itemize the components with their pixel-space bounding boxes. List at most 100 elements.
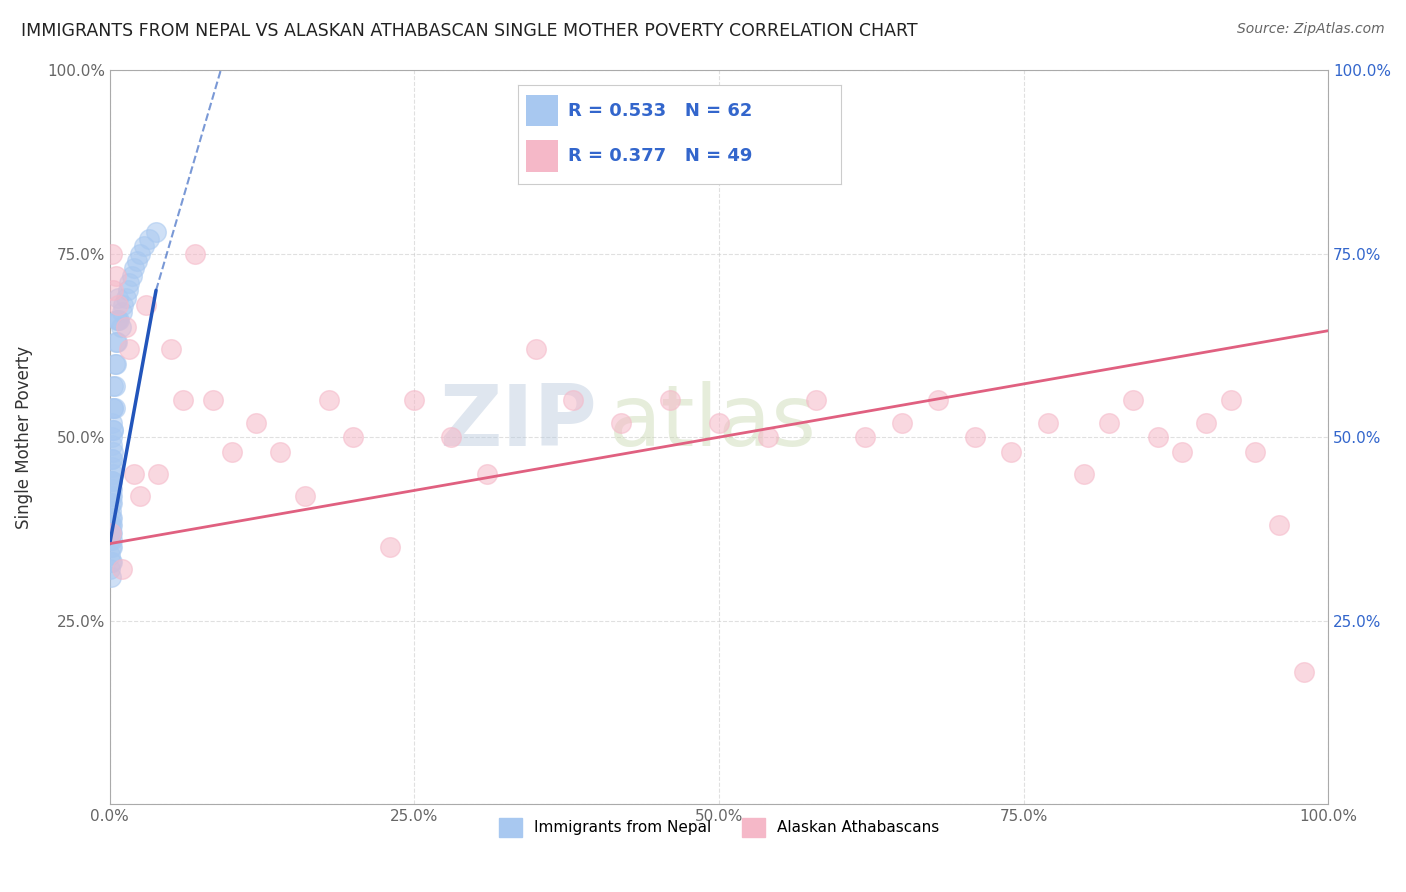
Point [132, 239, 155, 253]
Point [100, 555, 122, 569]
Point [440, 430, 463, 444]
Legend: Immigrants from Nepal, Alaskan Athabascans: Immigrants from Nepal, Alaskan Athabasca… [491, 811, 946, 845]
Point [100, 246, 122, 260]
Point [121, 268, 143, 283]
Point [101, 489, 124, 503]
Point [100, 482, 122, 496]
Point [100, 555, 122, 569]
Point [104, 268, 127, 283]
Point [294, 489, 316, 503]
Point [111, 305, 134, 319]
Point [202, 393, 225, 408]
Point [101, 525, 124, 540]
Point [853, 430, 876, 444]
Point [1268, 518, 1291, 533]
Point [100, 570, 122, 584]
Point [1219, 393, 1241, 408]
Point [1171, 445, 1194, 459]
Point [105, 334, 128, 349]
Point [963, 430, 986, 444]
Point [108, 312, 131, 326]
Point [114, 320, 136, 334]
Point [114, 291, 136, 305]
Point [98, 518, 121, 533]
Point [122, 467, 145, 481]
Point [101, 437, 124, 451]
Point [100, 518, 122, 533]
Point [112, 298, 135, 312]
Point [1122, 393, 1144, 408]
Point [101, 401, 124, 415]
Point [659, 393, 682, 408]
Point [100, 503, 122, 517]
Point [103, 378, 125, 392]
Point [98, 533, 121, 547]
Text: atlas: atlas [609, 381, 817, 464]
Point [245, 416, 267, 430]
Point [184, 246, 207, 260]
Point [342, 430, 364, 444]
Point [318, 393, 340, 408]
Point [100, 489, 122, 503]
Text: Source: ZipAtlas.com: Source: ZipAtlas.com [1237, 22, 1385, 37]
Point [104, 357, 127, 371]
Point [756, 430, 779, 444]
Point [101, 541, 124, 555]
Point [101, 511, 124, 525]
Point [107, 312, 129, 326]
Point [100, 496, 122, 510]
Point [118, 342, 141, 356]
Point [101, 452, 124, 467]
Point [524, 342, 547, 356]
Point [103, 401, 125, 415]
Point [100, 518, 122, 533]
Point [103, 283, 125, 297]
Point [129, 246, 152, 260]
Point [100, 533, 122, 547]
Text: IMMIGRANTS FROM NEPAL VS ALASKAN ATHABASCAN SINGLE MOTHER POVERTY CORRELATION CH: IMMIGRANTS FROM NEPAL VS ALASKAN ATHABAS… [21, 22, 918, 40]
Point [104, 401, 127, 415]
Point [100, 541, 122, 555]
Text: ZIP: ZIP [439, 381, 598, 464]
Point [105, 312, 128, 326]
Point [1098, 416, 1121, 430]
Point [107, 298, 129, 312]
Point [145, 225, 167, 239]
Point [135, 298, 157, 312]
Point [172, 393, 194, 408]
Point [100, 525, 122, 540]
Point [100, 525, 122, 540]
Point [138, 232, 160, 246]
Point [98, 562, 121, 576]
Point [221, 445, 243, 459]
Point [100, 496, 122, 510]
Point [1146, 430, 1168, 444]
Point [101, 416, 124, 430]
Point [269, 445, 291, 459]
Point [101, 475, 124, 489]
Point [927, 393, 949, 408]
Y-axis label: Single Mother Poverty: Single Mother Poverty [15, 345, 32, 529]
Point [1244, 445, 1267, 459]
Point [104, 334, 127, 349]
Point [707, 416, 730, 430]
Point [148, 467, 170, 481]
Point [100, 525, 122, 540]
Point [117, 283, 139, 297]
Point [103, 445, 125, 459]
Point [1073, 467, 1095, 481]
Point [610, 416, 633, 430]
Point [477, 467, 499, 481]
Point [890, 416, 912, 430]
Point [1000, 445, 1022, 459]
Point [101, 475, 124, 489]
Point [129, 489, 152, 503]
Point [104, 357, 127, 371]
Point [103, 423, 125, 437]
Point [101, 452, 124, 467]
Point [107, 291, 129, 305]
Point [561, 393, 583, 408]
Point [100, 475, 122, 489]
Point [404, 393, 426, 408]
Point [159, 342, 181, 356]
